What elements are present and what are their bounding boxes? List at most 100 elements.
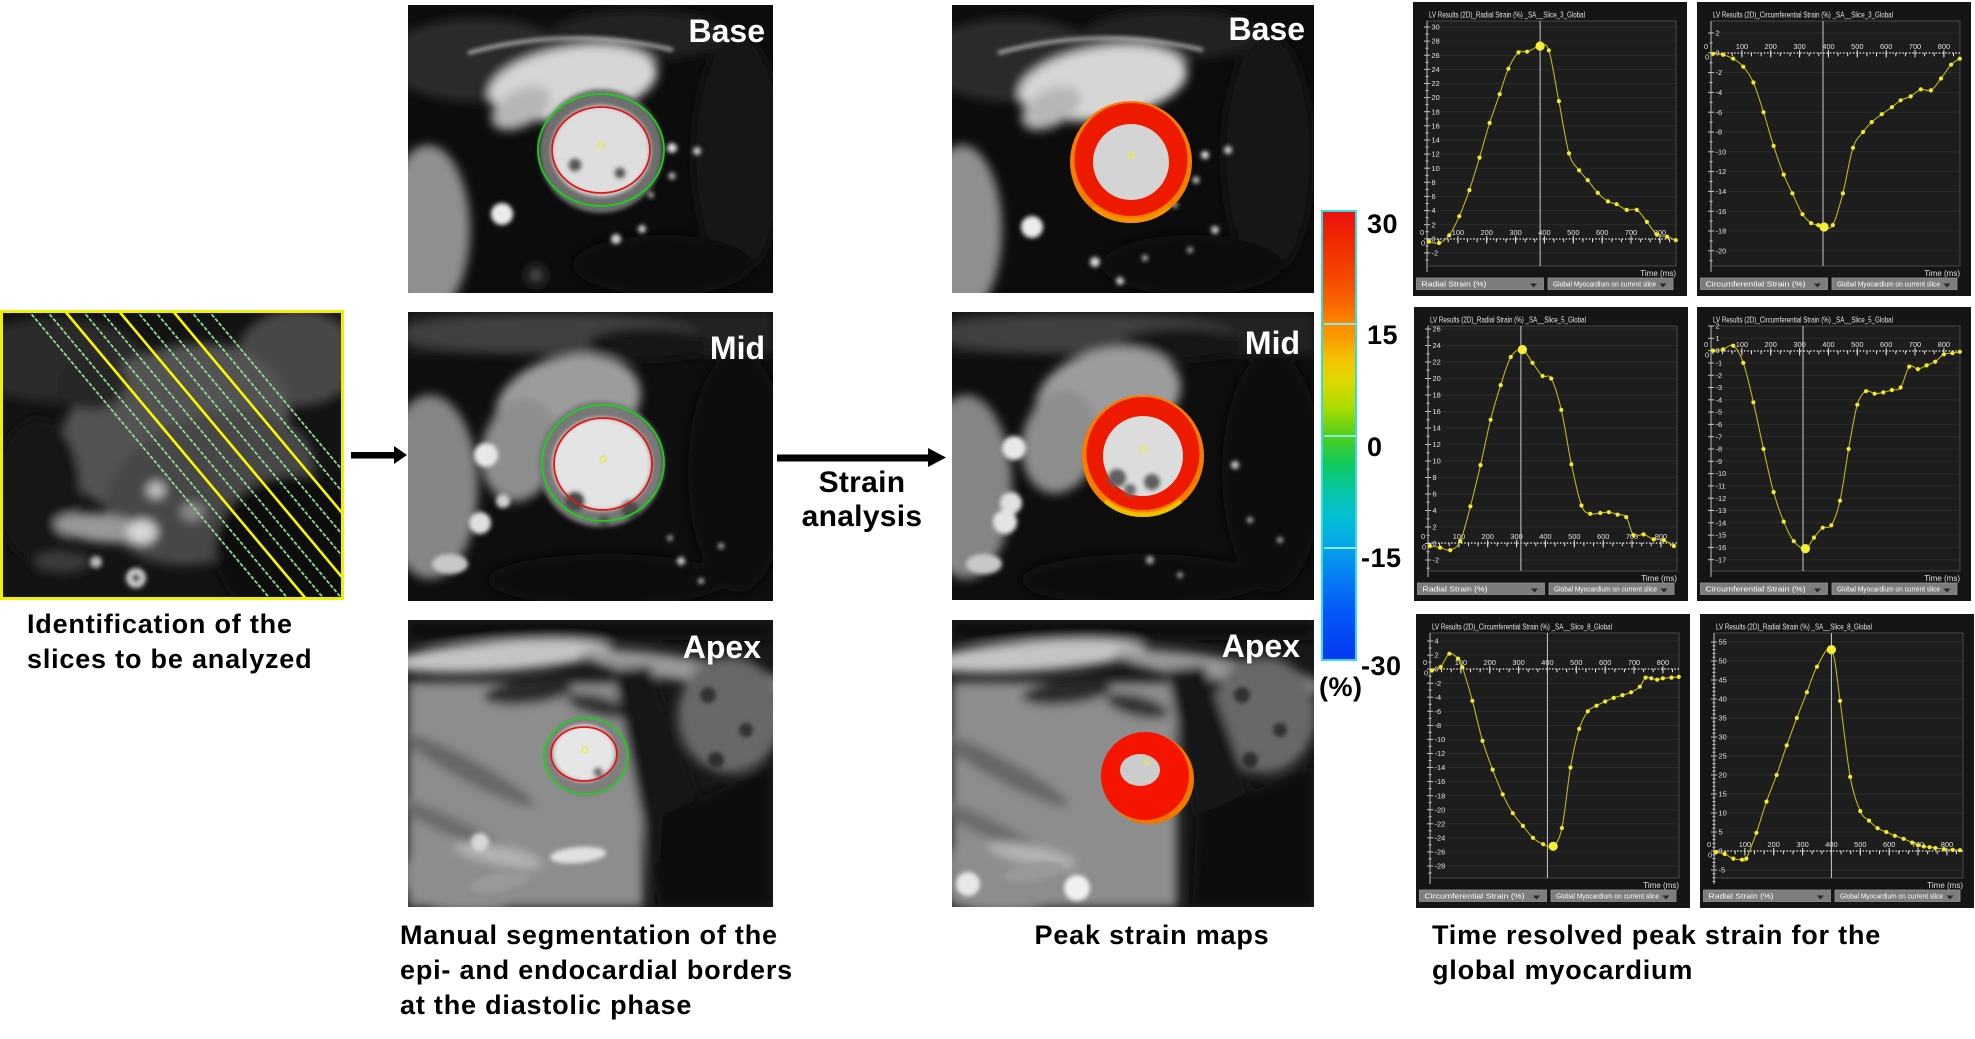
svg-text:22: 22 — [1433, 358, 1441, 367]
svg-text:0: 0 — [1719, 847, 1723, 856]
svg-text:600: 600 — [1880, 42, 1892, 51]
svg-text:500: 500 — [1570, 658, 1582, 667]
svg-text:-4: -4 — [1716, 88, 1723, 97]
svg-text:-20: -20 — [1716, 246, 1727, 255]
svg-text:24: 24 — [1432, 65, 1440, 74]
svg-text:Circumferential Strain (%): Circumferential Strain (%) — [1425, 892, 1525, 901]
svg-text:Time (ms): Time (ms) — [1924, 269, 1960, 278]
svg-text:26: 26 — [1432, 51, 1440, 60]
svg-text:-6: -6 — [1716, 420, 1723, 429]
svg-text:LV Results (2D)_Radial Strain: LV Results (2D)_Radial Strain (%) _SA__S… — [1716, 623, 1872, 632]
svg-text:Global Myocardium on current s: Global Myocardium on current slice — [1553, 280, 1656, 289]
svg-text:-22: -22 — [1435, 819, 1446, 828]
svg-text:50: 50 — [1719, 657, 1727, 666]
svg-text:35: 35 — [1719, 714, 1727, 723]
svg-text:200: 200 — [1482, 532, 1494, 541]
svg-text:8: 8 — [1432, 178, 1436, 187]
svg-text:-6: -6 — [1435, 707, 1442, 716]
svg-text:-13: -13 — [1716, 506, 1727, 515]
svg-text:22: 22 — [1432, 79, 1440, 88]
svg-text:25: 25 — [1719, 752, 1727, 761]
svg-text:500: 500 — [1851, 340, 1863, 349]
svg-text:-26: -26 — [1435, 848, 1446, 857]
svg-text:Apex: Apex — [1222, 628, 1300, 664]
svg-text:20: 20 — [1433, 374, 1441, 383]
svg-text:12: 12 — [1432, 150, 1440, 159]
svg-text:-20: -20 — [1435, 805, 1446, 814]
svg-text:-8: -8 — [1716, 128, 1723, 137]
svg-text:500: 500 — [1851, 42, 1863, 51]
svg-text:5: 5 — [1719, 828, 1723, 837]
svg-text:LV Results (2D)_Circumferentia: LV Results (2D)_Circumferential Strain (… — [1713, 11, 1893, 20]
svg-text:-12: -12 — [1435, 749, 1446, 758]
svg-text:-28: -28 — [1435, 862, 1446, 871]
svg-text:Radial Strain (%): Radial Strain (%) — [1709, 892, 1774, 901]
svg-text:10: 10 — [1432, 164, 1440, 173]
svg-text:12: 12 — [1433, 440, 1441, 449]
svg-text:100: 100 — [1452, 228, 1464, 237]
svg-text:-24: -24 — [1435, 833, 1446, 842]
svg-text:600: 600 — [1597, 532, 1609, 541]
svg-text:26: 26 — [1433, 325, 1441, 334]
svg-text:600: 600 — [1883, 840, 1895, 849]
svg-text:0: 0 — [1707, 840, 1711, 849]
svg-text:300: 300 — [1793, 42, 1805, 51]
svg-text:-9: -9 — [1716, 457, 1723, 466]
svg-text:-14: -14 — [1435, 763, 1446, 772]
svg-text:0: 0 — [1424, 669, 1428, 678]
svg-text:Mid: Mid — [710, 330, 765, 366]
svg-text:0: 0 — [1422, 543, 1426, 552]
svg-text:45: 45 — [1719, 676, 1727, 685]
svg-text:400: 400 — [1538, 228, 1550, 237]
svg-text:LV Results (2D)_Circumferentia: LV Results (2D)_Circumferential Strain (… — [1432, 623, 1612, 632]
svg-text:2: 2 — [1716, 322, 1720, 331]
svg-text:-2: -2 — [1716, 68, 1723, 77]
svg-text:4: 4 — [1435, 637, 1439, 646]
svg-text:0: 0 — [1432, 234, 1436, 243]
svg-text:-10: -10 — [1435, 735, 1446, 744]
svg-text:300: 300 — [1796, 840, 1808, 849]
svg-text:700: 700 — [1628, 658, 1640, 667]
svg-text:-16: -16 — [1435, 777, 1446, 786]
svg-text:800: 800 — [1657, 658, 1669, 667]
svg-text:18: 18 — [1433, 391, 1441, 400]
svg-text:-4: -4 — [1435, 693, 1442, 702]
svg-text:300: 300 — [1510, 532, 1522, 541]
svg-text:500: 500 — [1568, 532, 1580, 541]
svg-text:Time (ms): Time (ms) — [1641, 574, 1677, 583]
svg-text:LV Results (2D)_Circumferentia: LV Results (2D)_Circumferential Strain (… — [1713, 316, 1893, 325]
svg-text:800: 800 — [1938, 340, 1950, 349]
svg-text:Apex: Apex — [683, 629, 761, 665]
svg-text:200: 200 — [1484, 658, 1496, 667]
svg-text:-17: -17 — [1716, 555, 1727, 564]
svg-text:Global Myocardium on current s: Global Myocardium on current slice — [1554, 585, 1657, 594]
svg-text:30: 30 — [1719, 733, 1727, 742]
svg-text:-2: -2 — [1432, 249, 1439, 258]
svg-text:0: 0 — [1421, 239, 1425, 248]
svg-text:Time (ms): Time (ms) — [1643, 881, 1679, 890]
svg-text:Global Myocardium on current s: Global Myocardium on current slice — [1556, 892, 1659, 901]
svg-text:-16: -16 — [1716, 207, 1727, 216]
svg-text:Time (ms): Time (ms) — [1640, 269, 1676, 278]
svg-text:4: 4 — [1433, 506, 1437, 515]
svg-text:-8: -8 — [1716, 445, 1723, 454]
svg-text:800: 800 — [1938, 42, 1950, 51]
svg-text:2: 2 — [1433, 523, 1437, 532]
svg-text:200: 200 — [1765, 42, 1777, 51]
svg-text:-1: -1 — [1716, 359, 1723, 368]
svg-text:600: 600 — [1599, 658, 1611, 667]
svg-text:Global Myocardium on current s: Global Myocardium on current slice — [1837, 280, 1940, 289]
svg-text:-2: -2 — [1716, 371, 1723, 380]
svg-text:600: 600 — [1880, 340, 1892, 349]
svg-text:28: 28 — [1432, 37, 1440, 46]
svg-text:0: 0 — [1705, 351, 1709, 360]
svg-text:800: 800 — [1941, 840, 1953, 849]
svg-text:500: 500 — [1854, 840, 1866, 849]
svg-text:0: 0 — [1704, 42, 1708, 51]
svg-text:4: 4 — [1432, 206, 1436, 215]
svg-text:-12: -12 — [1716, 167, 1727, 176]
svg-text:-16: -16 — [1716, 543, 1727, 552]
svg-text:100: 100 — [1736, 42, 1748, 51]
svg-text:100: 100 — [1739, 840, 1751, 849]
svg-text:-2: -2 — [1435, 679, 1442, 688]
